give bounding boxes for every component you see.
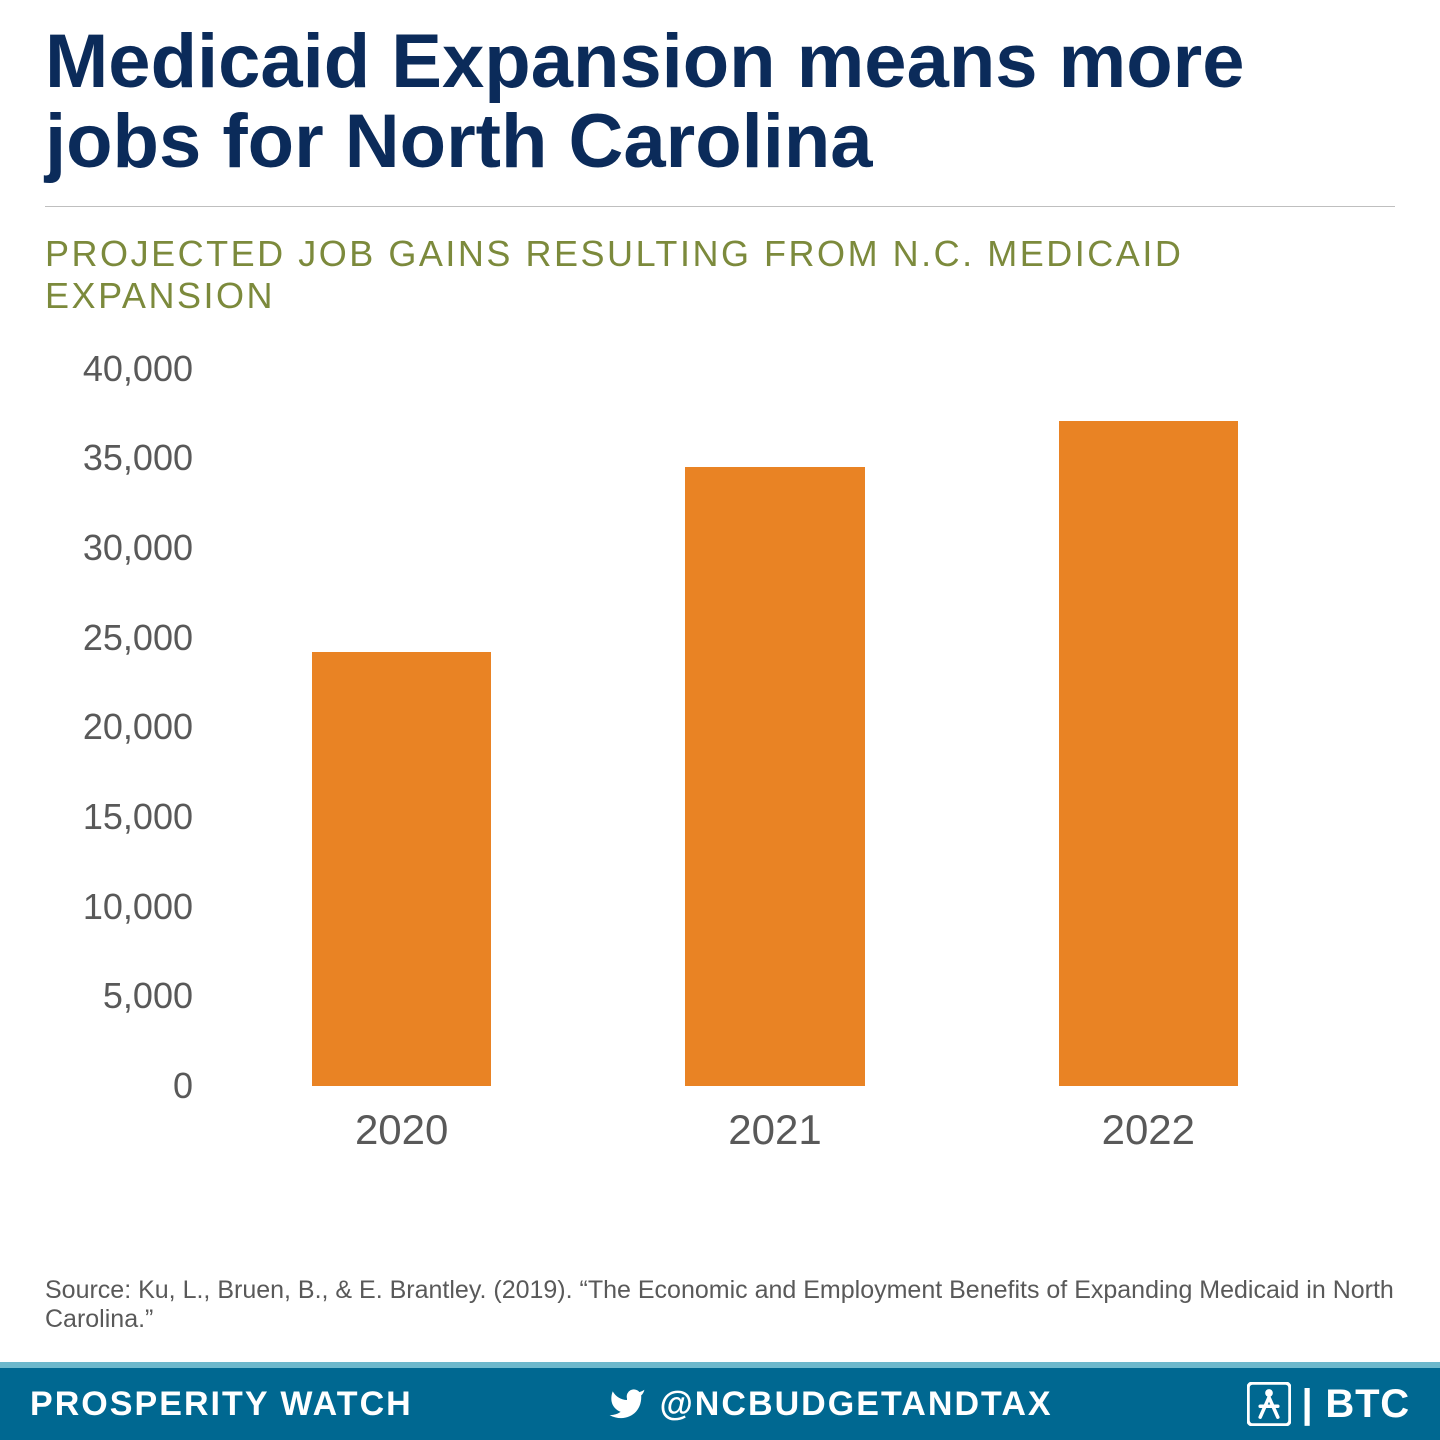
y-tick-label: 40,000 — [83, 348, 215, 390]
bar — [685, 467, 864, 1086]
y-tick-label: 0 — [173, 1065, 215, 1107]
btc-logo-icon — [1247, 1382, 1291, 1426]
bar — [1059, 421, 1238, 1086]
footer-brand-right: | BTC — [1247, 1382, 1410, 1427]
bar-slot: 2022 — [962, 369, 1335, 1086]
footer-center: @NCBUDGETANDTAX — [413, 1385, 1248, 1424]
x-tick-label: 2022 — [1102, 1086, 1195, 1154]
twitter-icon — [608, 1385, 646, 1423]
page-title: Medicaid Expansion means more jobs for N… — [45, 22, 1395, 182]
bar-slot: 2020 — [215, 369, 588, 1086]
bar — [312, 652, 491, 1086]
subtitle: PROJECTED JOB GAINS RESULTING FROM N.C. … — [45, 233, 1395, 317]
y-tick-label: 30,000 — [83, 527, 215, 569]
y-tick-label: 5,000 — [103, 975, 215, 1017]
plot-area: 202020212022 05,00010,00015,00020,00025,… — [215, 369, 1335, 1086]
jobs-bar-chart: 202020212022 05,00010,00015,00020,00025,… — [55, 369, 1355, 1206]
footer-handle: @NCBUDGETANDTAX — [660, 1385, 1053, 1424]
footer-right-text: | BTC — [1301, 1382, 1410, 1427]
footer-brand-left: PROSPERITY WATCH — [30, 1385, 413, 1424]
y-tick-label: 15,000 — [83, 796, 215, 838]
y-tick-label: 20,000 — [83, 706, 215, 748]
x-tick-label: 2020 — [355, 1086, 448, 1154]
bar-slot: 2021 — [588, 369, 961, 1086]
title-rule — [45, 206, 1395, 207]
source-citation: Source: Ku, L., Bruen, B., & E. Brantley… — [45, 1276, 1395, 1334]
y-tick-label: 25,000 — [83, 617, 215, 659]
footer-bar: PROSPERITY WATCH @NCBUDGETANDTAX | BTC — [0, 1362, 1440, 1440]
y-tick-label: 35,000 — [83, 437, 215, 479]
y-tick-label: 10,000 — [83, 886, 215, 928]
x-tick-label: 2021 — [728, 1086, 821, 1154]
bars-container: 202020212022 — [215, 369, 1335, 1086]
